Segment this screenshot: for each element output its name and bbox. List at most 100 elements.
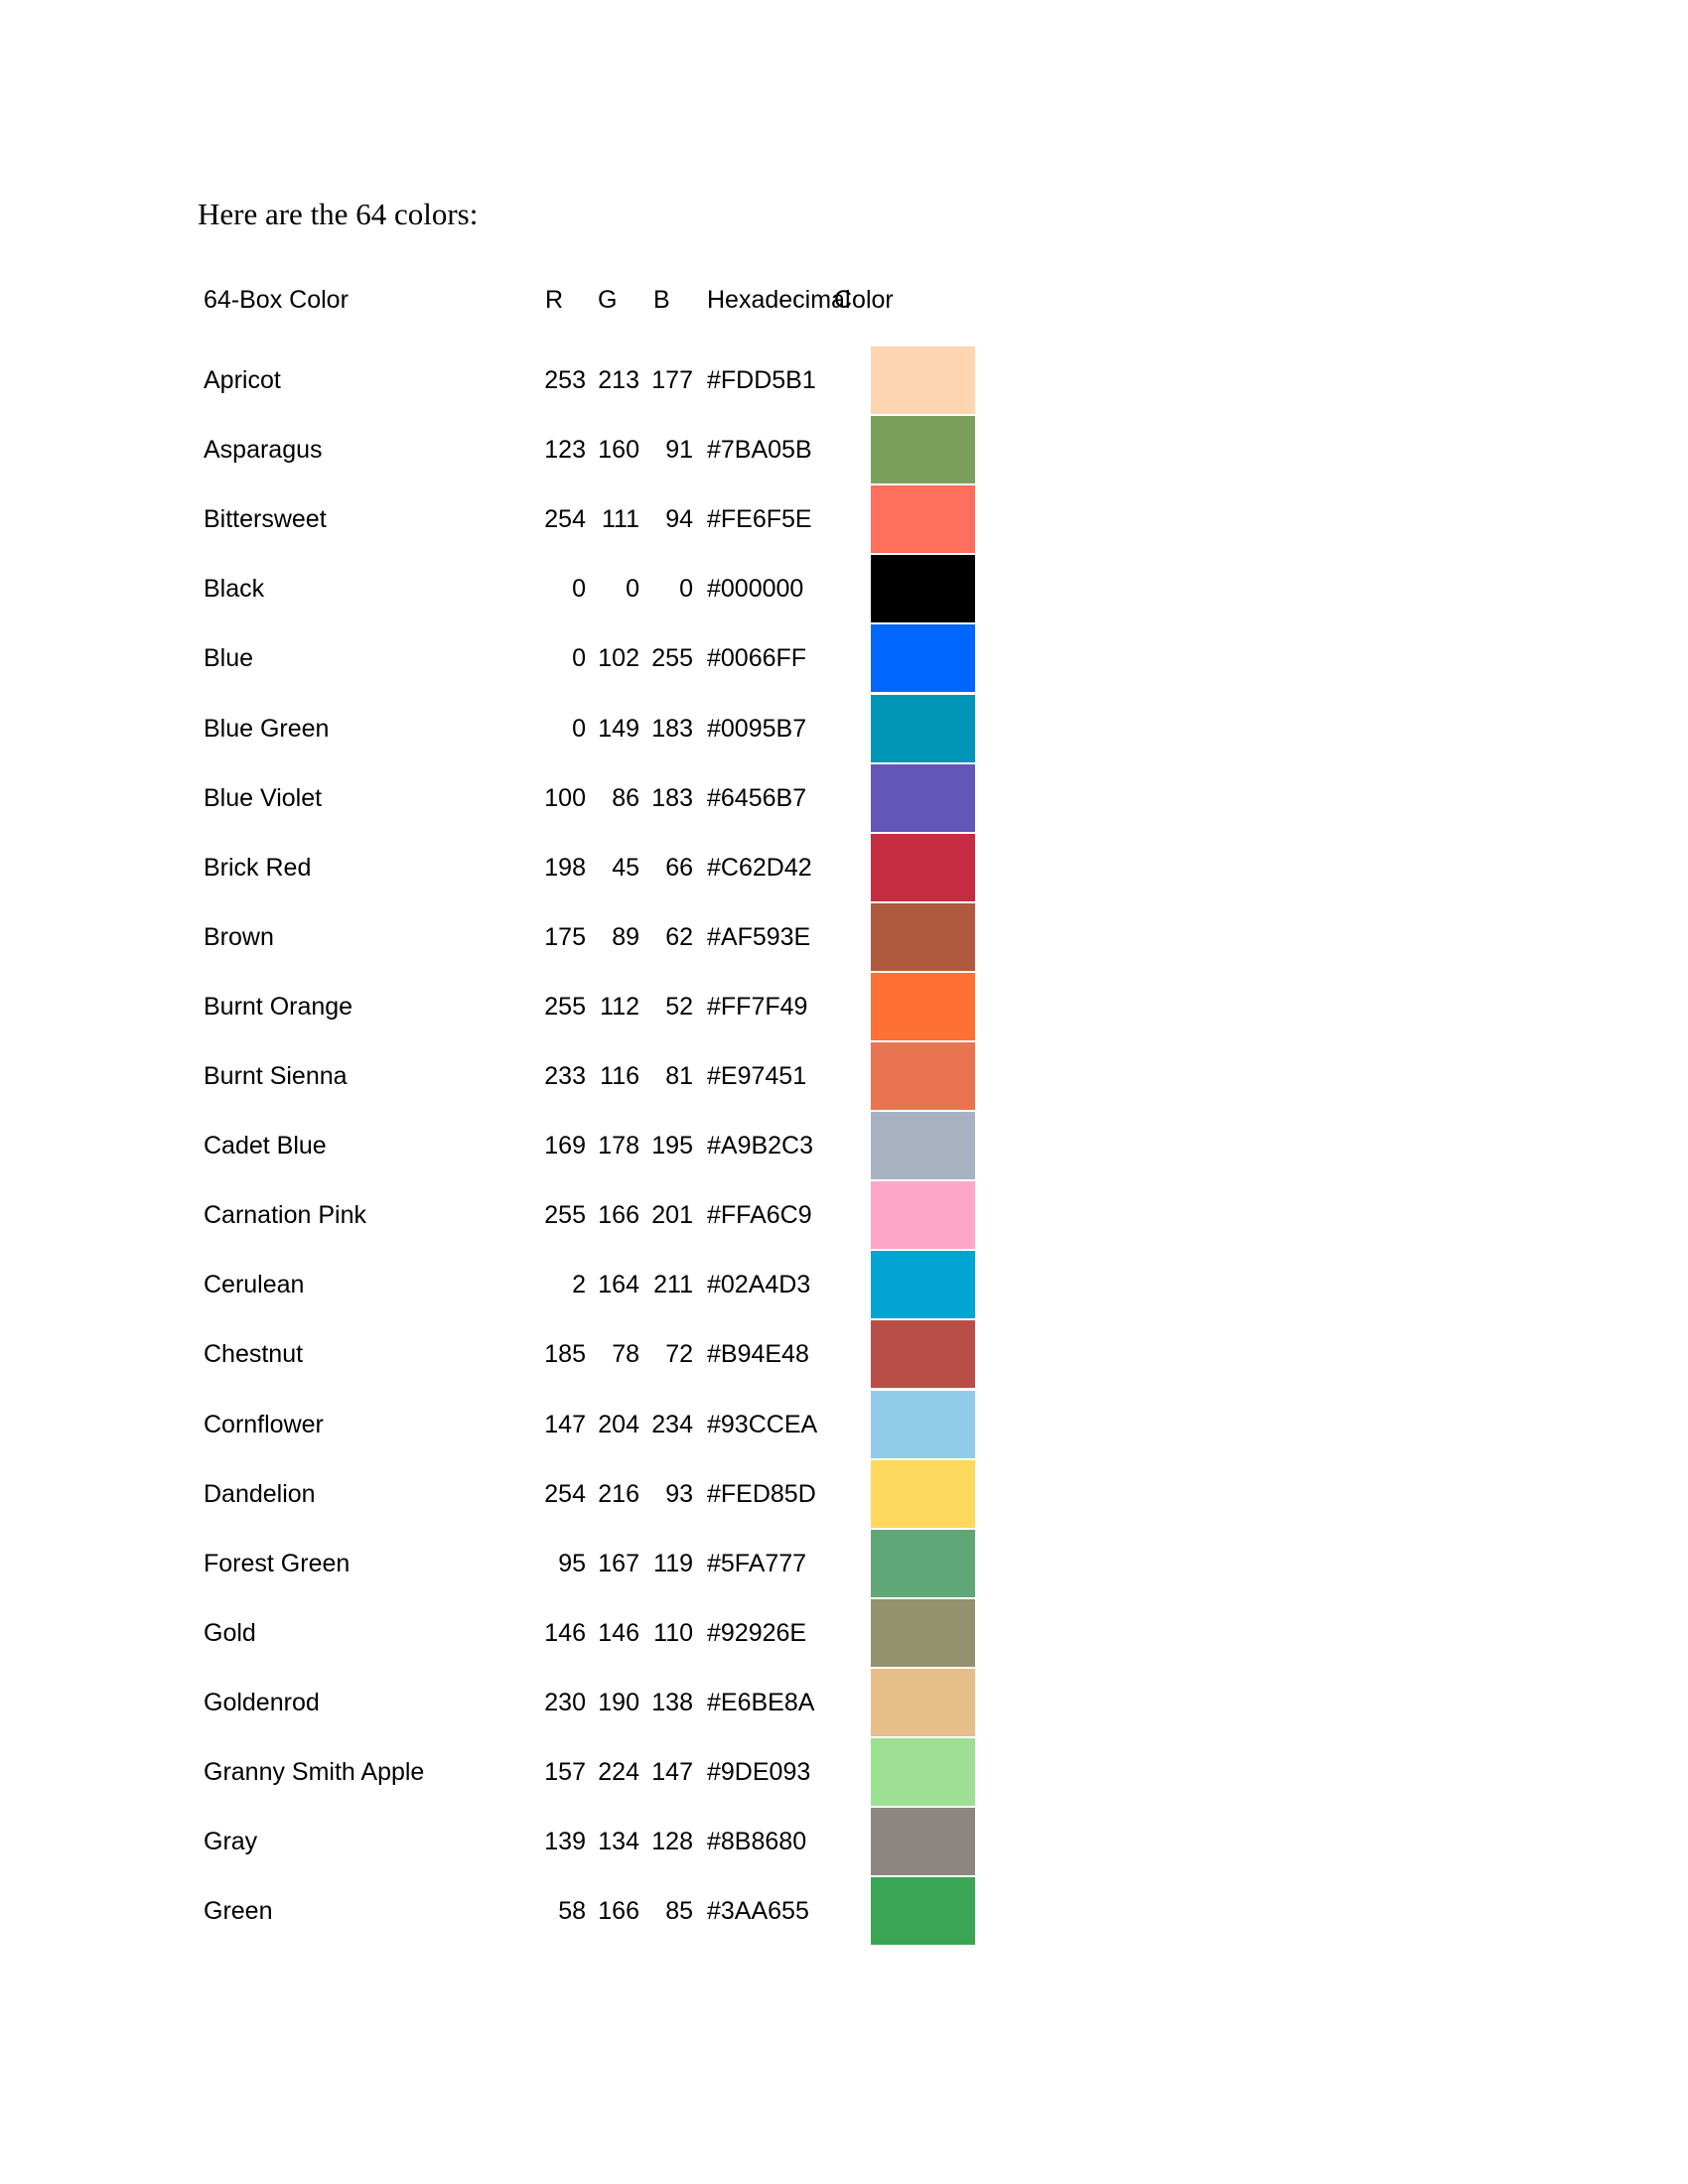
table-row: Burnt Orange 255 112 52 #FF7F49 [0, 972, 1688, 1042]
color-name: Goldenrod [204, 1688, 320, 1716]
hex-value: #C62D42 [707, 853, 812, 882]
color-swatch [871, 624, 975, 693]
color-name: Cerulean [204, 1271, 305, 1299]
red-value: 0 [572, 575, 586, 604]
hex-value: #5FA777 [707, 1549, 807, 1577]
red-value: 2 [572, 1271, 586, 1299]
hex-value: #FDD5B1 [707, 366, 816, 394]
table-row: Blue Violet 100 86 183 #6456B7 [0, 763, 1688, 834]
color-swatch [871, 1738, 975, 1806]
red-value: 230 [544, 1688, 586, 1716]
color-swatch [871, 1042, 975, 1110]
hex-value: #A9B2C3 [707, 1132, 814, 1160]
table-row: Carnation Pink 255 166 201 #FFA6C9 [0, 1181, 1688, 1251]
hex-value: #0095B7 [707, 714, 807, 743]
header-b: B [653, 286, 670, 314]
table-row: Chestnut 185 78 72 #B94E48 [0, 1320, 1688, 1390]
green-value: 45 [612, 853, 639, 882]
blue-value: 93 [665, 1479, 693, 1508]
hex-value: #FED85D [707, 1479, 816, 1508]
color-name: Bittersweet [204, 505, 327, 534]
color-name: Granny Smith Apple [204, 1758, 425, 1786]
green-value: 89 [612, 922, 639, 951]
table-row: Goldenrod 230 190 138 #E6BE8A [0, 1668, 1688, 1738]
blue-value: 62 [665, 922, 693, 951]
color-name: Brick Red [204, 853, 312, 882]
hex-value: #3AA655 [707, 1897, 809, 1926]
color-swatch [871, 1320, 975, 1389]
green-value: 166 [598, 1201, 639, 1230]
table-row: Forest Green 95 167 119 #5FA777 [0, 1529, 1688, 1599]
table-row: Brown 175 89 62 #AF593E [0, 902, 1688, 973]
color-swatch [871, 485, 975, 554]
blue-value: 177 [651, 366, 693, 394]
green-value: 190 [598, 1688, 639, 1716]
page-heading: Here are the 64 colors: [198, 197, 479, 231]
blue-value: 183 [651, 714, 693, 743]
red-value: 123 [544, 436, 586, 465]
green-value: 178 [598, 1132, 639, 1160]
blue-value: 110 [653, 1618, 693, 1647]
color-name: Apricot [204, 366, 281, 394]
green-value: 160 [598, 436, 639, 465]
hex-value: #9DE093 [707, 1758, 811, 1786]
green-value: 86 [612, 783, 639, 812]
blue-value: 94 [665, 505, 693, 534]
blue-value: 255 [651, 644, 693, 673]
hex-value: #AF593E [707, 922, 811, 951]
color-swatch [871, 555, 975, 623]
blue-value: 81 [665, 1062, 693, 1090]
blue-value: 138 [651, 1688, 693, 1716]
table-row: Blue 0 102 255 #0066FF [0, 624, 1688, 694]
blue-value: 52 [665, 992, 693, 1021]
blue-value: 195 [651, 1132, 693, 1160]
red-value: 169 [544, 1132, 586, 1160]
red-value: 255 [544, 992, 586, 1021]
green-value: 146 [598, 1618, 639, 1647]
hex-value: #93CCEA [707, 1410, 818, 1438]
color-swatch [871, 1598, 975, 1667]
table-row: Cerulean 2 164 211 #02A4D3 [0, 1251, 1688, 1320]
blue-value: 128 [651, 1828, 693, 1856]
table-header: 64-Box Color R G B Hexadecimal Color [0, 280, 1688, 320]
color-swatch [871, 694, 975, 762]
header-hex: Hexadecimal [707, 286, 851, 314]
table-row: Dandelion 254 216 93 #FED85D [0, 1459, 1688, 1530]
green-value: 216 [598, 1479, 639, 1508]
hex-value: #02A4D3 [707, 1271, 811, 1299]
table-row: Black 0 0 0 #000000 [0, 555, 1688, 624]
color-name: Carnation Pink [204, 1201, 366, 1230]
red-value: 100 [544, 783, 586, 812]
red-value: 198 [544, 853, 586, 882]
red-value: 147 [544, 1410, 586, 1438]
blue-value: 147 [651, 1758, 693, 1786]
header-g: G [598, 286, 618, 314]
header-color: Color [834, 286, 894, 314]
color-name: Gold [204, 1618, 256, 1647]
table-row: Granny Smith Apple 157 224 147 #9DE093 [0, 1738, 1688, 1808]
blue-value: 91 [665, 436, 693, 465]
red-value: 0 [572, 714, 586, 743]
color-name: Green [204, 1897, 273, 1926]
color-swatch [871, 763, 975, 832]
red-value: 254 [544, 505, 586, 534]
hex-value: #FF7F49 [707, 992, 808, 1021]
table-row: Gray 139 134 128 #8B8680 [0, 1808, 1688, 1877]
green-value: 102 [598, 644, 639, 673]
hex-value: #6456B7 [707, 783, 807, 812]
hex-value: #8B8680 [707, 1828, 807, 1856]
color-name: Burnt Orange [204, 992, 353, 1021]
blue-value: 119 [653, 1549, 693, 1577]
green-value: 149 [598, 714, 639, 743]
color-name: Cadet Blue [204, 1132, 327, 1160]
hex-value: #7BA05B [707, 436, 812, 465]
blue-value: 72 [665, 1340, 693, 1369]
red-value: 185 [544, 1340, 586, 1369]
green-value: 111 [601, 505, 639, 534]
hex-value: #0066FF [707, 644, 807, 673]
color-name: Black [204, 575, 265, 604]
hex-value: #FFA6C9 [707, 1201, 812, 1230]
table-row: Apricot 253 213 177 #FDD5B1 [0, 346, 1688, 416]
color-name: Blue [204, 644, 254, 673]
red-value: 139 [544, 1828, 586, 1856]
